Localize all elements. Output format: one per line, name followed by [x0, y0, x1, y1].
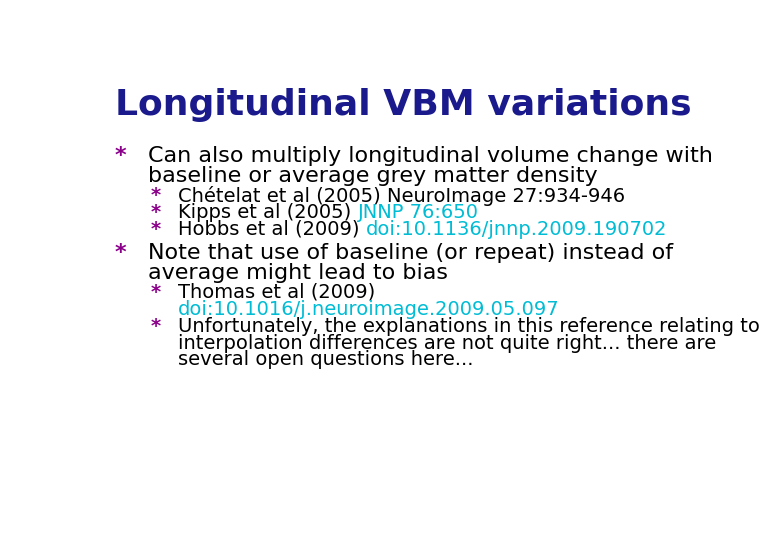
Text: *: * — [115, 146, 126, 166]
Text: *: * — [151, 186, 161, 205]
Text: doi:10.1016/j.neuroimage.2009.05.097: doi:10.1016/j.neuroimage.2009.05.097 — [178, 300, 560, 319]
Text: *: * — [151, 202, 161, 221]
Text: Hobbs et al (2009): Hobbs et al (2009) — [178, 220, 366, 239]
Text: Chételat et al (2005) NeuroImage 27:934-946: Chételat et al (2005) NeuroImage 27:934-… — [178, 186, 626, 206]
Text: *: * — [115, 242, 126, 262]
Text: JNNP 76:650: JNNP 76:650 — [357, 202, 479, 221]
Text: average might lead to bias: average might lead to bias — [148, 262, 448, 283]
Text: several open questions here...: several open questions here... — [178, 350, 473, 369]
Text: *: * — [151, 220, 161, 239]
Text: interpolation differences are not quite right... there are: interpolation differences are not quite … — [178, 334, 716, 353]
Text: baseline or average grey matter density: baseline or average grey matter density — [148, 166, 597, 186]
Text: *: * — [151, 283, 161, 302]
Text: Note that use of baseline (or repeat) instead of: Note that use of baseline (or repeat) in… — [148, 242, 673, 262]
Text: *: * — [151, 316, 161, 335]
Text: Unfortunately, the explanations in this reference relating to: Unfortunately, the explanations in this … — [178, 316, 760, 335]
Text: Thomas et al (2009): Thomas et al (2009) — [178, 283, 375, 302]
Text: Longitudinal VBM variations: Longitudinal VBM variations — [115, 88, 691, 122]
Text: Kipps et al (2005): Kipps et al (2005) — [178, 202, 357, 221]
Text: Can also multiply longitudinal volume change with: Can also multiply longitudinal volume ch… — [148, 146, 713, 166]
Text: doi:10.1136/jnnp.2009.190702: doi:10.1136/jnnp.2009.190702 — [366, 220, 668, 239]
